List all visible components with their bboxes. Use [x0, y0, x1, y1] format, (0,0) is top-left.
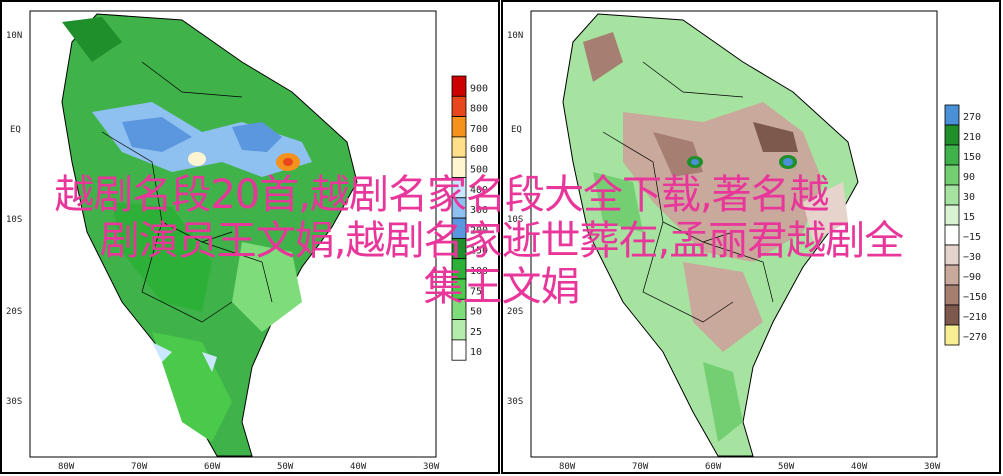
svg-text:EQ: EQ: [10, 125, 21, 135]
right-legend-swatch: [944, 304, 960, 326]
left-legend-label: 700: [470, 124, 488, 135]
left-legend-label: 75: [470, 286, 482, 297]
right-legend-label: 270: [963, 112, 981, 123]
left-legend-swatch: [451, 197, 467, 219]
right-legend-label: 15: [963, 212, 975, 223]
right-lon-labels: 80W 70W 60W 50W 40W 30W: [559, 462, 941, 472]
right-legend-label: 210: [963, 132, 981, 143]
right-legend-swatch: [944, 184, 960, 206]
right-legend-label: −150: [963, 292, 987, 303]
left-legend-swatch: [451, 116, 467, 138]
left-south-america-land: [61, 13, 358, 457]
right-legend-label: 30: [963, 192, 975, 203]
left-legend-swatch: [451, 136, 467, 158]
left-lat-labels: 10N EQ 10S 20S 30S: [6, 31, 22, 407]
right-legend-swatch: [944, 124, 960, 146]
svg-text:70W: 70W: [632, 462, 649, 472]
left-legend-swatch: [451, 298, 467, 320]
svg-text:30W: 30W: [924, 462, 941, 472]
left-legend: 900 800 700 600 500 400 300 200 150 100 75 50 25 10: [451, 75, 488, 361]
svg-text:10S: 10S: [507, 215, 523, 225]
left-legend-label: 500: [470, 165, 488, 176]
left-legend-swatch: [451, 278, 467, 300]
left-legend-label: 900: [470, 83, 488, 94]
left-legend-swatch: [451, 217, 467, 239]
left-legend-swatch: [451, 319, 467, 341]
left-legend-swatch: [451, 95, 467, 118]
svg-text:40W: 40W: [851, 462, 868, 472]
svg-text:30W: 30W: [423, 462, 440, 472]
right-legend-label: −15: [963, 232, 981, 243]
left-legend-label: 10: [470, 347, 482, 358]
left-legend-label: 400: [470, 185, 488, 196]
svg-text:40W: 40W: [350, 462, 367, 472]
left-legend-swatch: [451, 339, 467, 361]
left-lon-labels: 80W 70W 60W 50W 40W 30W: [58, 462, 440, 472]
left-legend-swatch: [451, 156, 467, 178]
left-legend-label: 300: [470, 205, 488, 216]
right-legend-swatch: [944, 104, 960, 126]
right-legend-label: −210: [963, 312, 987, 323]
right-legend-label: 90: [963, 172, 975, 183]
right-legend: 270 210 150 90 30 15 −15 −30 −90 −150 −210 −270: [944, 104, 987, 346]
svg-text:60W: 60W: [705, 462, 722, 472]
svg-text:80W: 80W: [559, 462, 576, 472]
svg-text:10N: 10N: [507, 31, 523, 41]
right-country-borders: [602, 61, 774, 323]
svg-text:30S: 30S: [507, 397, 523, 407]
left-legend-swatch: [451, 177, 467, 199]
svg-text:30S: 30S: [6, 397, 22, 407]
right-legend-swatch: [944, 164, 960, 186]
left-legend-swatch: [451, 258, 467, 280]
left-legend-label: 150: [470, 246, 488, 257]
right-map-svg: 10N EQ 10S 20S 30S 80W 70W 60W 50W 40W 3…: [507, 10, 987, 472]
svg-text:50W: 50W: [277, 462, 294, 472]
svg-text:60W: 60W: [204, 462, 221, 472]
svg-text:10S: 10S: [6, 215, 22, 225]
right-legend-label: −270: [963, 332, 987, 343]
right-legend-label: −90: [963, 272, 981, 283]
svg-text:10N: 10N: [6, 31, 22, 41]
left-legend-label: 25: [470, 327, 482, 338]
svg-text:EQ: EQ: [511, 125, 522, 135]
svg-text:50W: 50W: [778, 462, 795, 472]
right-legend-swatch: [944, 284, 960, 306]
svg-text:80W: 80W: [58, 462, 75, 472]
left-legend-label: 600: [470, 144, 488, 155]
right-south-america-land: [562, 13, 859, 457]
right-legend-swatch: [944, 324, 960, 346]
right-legend-swatch: [944, 244, 960, 266]
right-legend-label: 150: [963, 152, 981, 163]
left-legend-swatch: [451, 75, 467, 97]
left-map-svg: 10N EQ 10S 20S 30S 80W 70W 60W 50W 40W 3…: [6, 10, 488, 472]
left-map-panel: 10N EQ 10S 20S 30S 80W 70W 60W 50W 40W 3…: [0, 0, 500, 474]
right-lat-labels: 10N EQ 10S 20S 30S: [507, 31, 523, 407]
right-legend-label: −30: [963, 252, 981, 263]
left-legend-swatch: [451, 237, 467, 260]
left-legend-label: 200: [470, 225, 488, 236]
right-legend-swatch: [944, 264, 960, 286]
svg-text:70W: 70W: [131, 462, 148, 472]
right-legend-swatch: [944, 224, 960, 246]
right-legend-swatch: [944, 204, 960, 226]
left-country-borders: [101, 61, 273, 323]
left-legend-label: 800: [470, 104, 488, 115]
left-legend-label: 50: [470, 307, 482, 318]
right-legend-swatch: [944, 144, 960, 166]
left-legend-label: 100: [470, 266, 488, 277]
svg-text:20S: 20S: [6, 307, 22, 317]
svg-text:20S: 20S: [507, 307, 523, 317]
right-map-panel: 10N EQ 10S 20S 30S 80W 70W 60W 50W 40W 3…: [501, 0, 1001, 474]
